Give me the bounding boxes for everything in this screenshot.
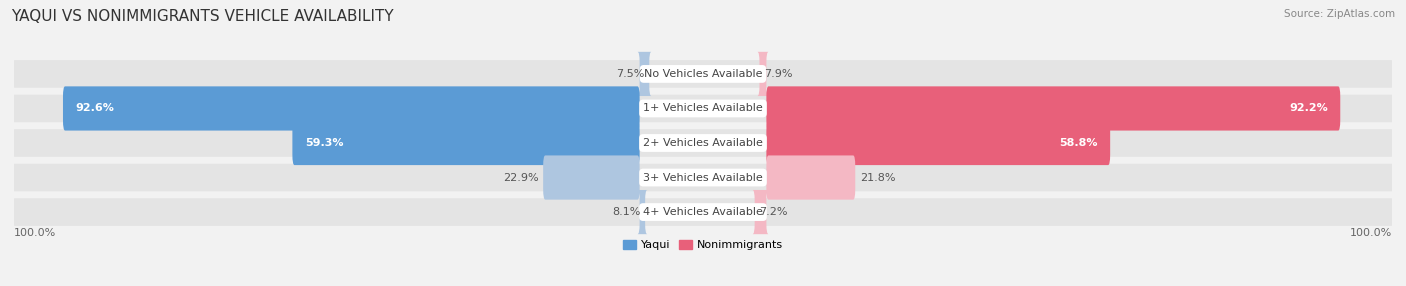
Text: YAQUI VS NONIMMIGRANTS VEHICLE AVAILABILITY: YAQUI VS NONIMMIGRANTS VEHICLE AVAILABIL…: [11, 9, 394, 23]
Text: 7.5%: 7.5%: [616, 69, 644, 79]
Text: 58.8%: 58.8%: [1059, 138, 1098, 148]
Text: 92.6%: 92.6%: [76, 104, 114, 114]
Text: 3+ Vehicles Available: 3+ Vehicles Available: [643, 172, 763, 182]
FancyBboxPatch shape: [14, 129, 1392, 157]
FancyBboxPatch shape: [752, 190, 769, 234]
FancyBboxPatch shape: [758, 52, 769, 96]
FancyBboxPatch shape: [637, 52, 651, 96]
Text: Source: ZipAtlas.com: Source: ZipAtlas.com: [1284, 9, 1395, 19]
FancyBboxPatch shape: [637, 190, 647, 234]
Legend: Yaqui, Nonimmigrants: Yaqui, Nonimmigrants: [619, 235, 787, 255]
FancyBboxPatch shape: [766, 86, 1340, 131]
Text: 22.9%: 22.9%: [503, 172, 538, 182]
Text: 59.3%: 59.3%: [305, 138, 343, 148]
Text: 4+ Vehicles Available: 4+ Vehicles Available: [643, 207, 763, 217]
Text: 100.0%: 100.0%: [1350, 229, 1392, 239]
Text: 8.1%: 8.1%: [612, 207, 640, 217]
Text: 21.8%: 21.8%: [860, 172, 896, 182]
FancyBboxPatch shape: [766, 121, 1111, 165]
FancyBboxPatch shape: [14, 198, 1392, 226]
FancyBboxPatch shape: [292, 121, 640, 165]
FancyBboxPatch shape: [766, 155, 855, 200]
FancyBboxPatch shape: [543, 155, 640, 200]
FancyBboxPatch shape: [14, 95, 1392, 122]
Text: 100.0%: 100.0%: [14, 229, 56, 239]
Text: 92.2%: 92.2%: [1289, 104, 1327, 114]
FancyBboxPatch shape: [63, 86, 640, 131]
FancyBboxPatch shape: [14, 60, 1392, 88]
Text: 1+ Vehicles Available: 1+ Vehicles Available: [643, 104, 763, 114]
Text: 2+ Vehicles Available: 2+ Vehicles Available: [643, 138, 763, 148]
Text: 7.9%: 7.9%: [765, 69, 793, 79]
Text: No Vehicles Available: No Vehicles Available: [644, 69, 762, 79]
FancyBboxPatch shape: [14, 164, 1392, 191]
Text: 7.2%: 7.2%: [759, 207, 787, 217]
